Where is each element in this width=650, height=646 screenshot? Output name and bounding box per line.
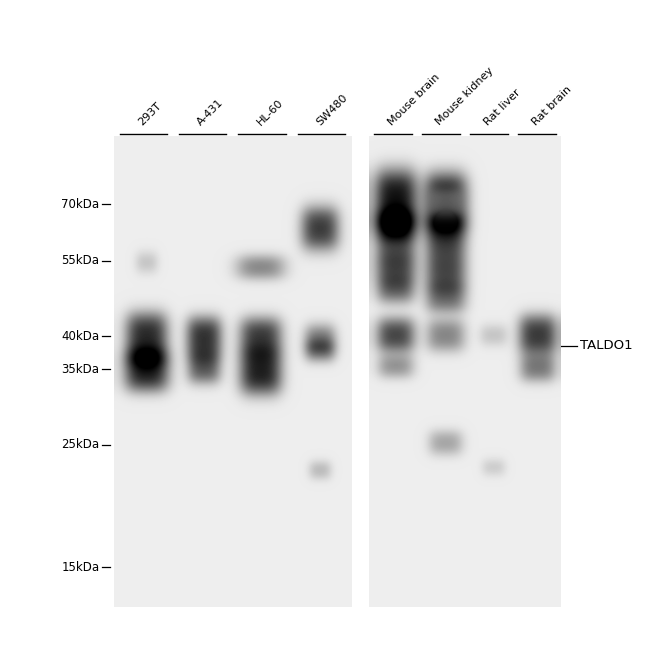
Text: Mouse kidney: Mouse kidney (434, 66, 495, 127)
Text: 40kDa: 40kDa (61, 329, 99, 342)
Text: 70kDa: 70kDa (61, 198, 99, 211)
Text: Mouse brain: Mouse brain (386, 72, 441, 127)
Text: Rat liver: Rat liver (482, 87, 522, 127)
Text: Rat brain: Rat brain (530, 84, 573, 127)
Text: 15kDa: 15kDa (61, 561, 99, 574)
Text: A-431: A-431 (196, 97, 226, 127)
Text: 35kDa: 35kDa (62, 362, 99, 375)
Text: 25kDa: 25kDa (61, 438, 99, 451)
Text: HL-60: HL-60 (255, 98, 285, 127)
Text: TALDO1: TALDO1 (580, 339, 632, 352)
Text: 293T: 293T (136, 100, 163, 127)
Text: 55kDa: 55kDa (62, 254, 99, 267)
Text: SW480: SW480 (314, 92, 349, 127)
